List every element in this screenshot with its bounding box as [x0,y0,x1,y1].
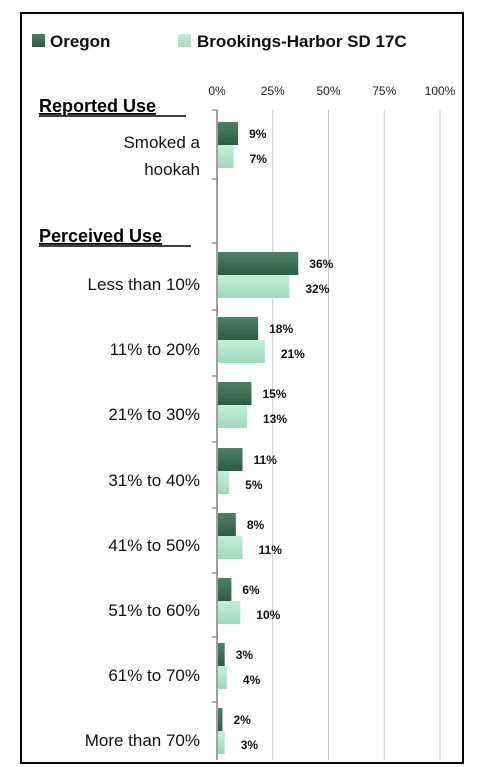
section-label: Perceived Use [39,226,162,246]
data-label-district: 3% [241,738,259,752]
bar-oregon [218,578,232,601]
data-label-oregon: 11% [254,453,278,467]
category-label: hookah [144,160,200,179]
x-tick-label: 75% [372,84,396,98]
data-label-district: 11% [259,543,283,557]
bar-oregon [218,382,252,405]
bar-oregon [218,122,239,145]
category-label: 11% to 20% [110,340,200,359]
category-label: Smoked a [123,133,200,152]
x-tick-label: 25% [261,84,285,98]
data-label-oregon: 6% [242,583,260,597]
data-label-district: 7% [250,152,268,166]
data-label-district: 13% [263,412,287,426]
x-tick-label: 50% [316,84,340,98]
data-label-district: 5% [245,478,263,492]
bar-district [218,471,230,494]
category-label: 31% to 40% [108,471,200,490]
x-tick-label: 100% [425,84,456,98]
bar-chart: Oregon Brookings-Harbor SD 17C 0% 25% 50% 75%… [32,32,456,760]
category-label: 51% to 60% [108,601,200,620]
data-label-district: 32% [305,282,329,296]
x-tick-label: 0% [208,84,226,98]
bar-oregon [218,448,243,471]
bar-oregon [218,708,223,731]
bar-district [218,275,290,298]
bar-district [218,405,247,428]
data-label-oregon: 3% [236,648,254,662]
bar-district [218,145,234,168]
category-label: Less than 10% [88,275,200,294]
section-label: Reported Use [39,96,156,116]
data-label-oregon: 15% [262,387,286,401]
bar-district [218,340,265,363]
legend-label-district: Brookings-Harbor SD 17C [197,32,407,51]
data-label-oregon: 36% [309,257,333,271]
bar-district [218,731,225,754]
legend-swatch-district [178,34,191,47]
bar-district [218,536,243,559]
category-label: More than 70% [85,731,200,750]
data-label-oregon: 9% [249,127,267,141]
category-label: 21% to 30% [108,405,200,424]
bar-oregon [218,317,259,340]
bar-district [218,601,241,624]
data-label-oregon: 2% [233,713,251,727]
legend-swatch-oregon [32,34,45,47]
category-label: 41% to 50% [108,536,200,555]
legend-label-oregon: Oregon [50,32,110,51]
bar-oregon [218,252,299,275]
data-label-oregon: 8% [247,518,265,532]
category-label: 61% to 70% [108,666,200,685]
data-label-oregon: 18% [269,322,293,336]
bar-district [218,666,227,689]
bar-oregon [218,513,236,536]
bar-oregon [218,643,225,666]
data-label-district: 21% [281,347,305,361]
data-label-district: 4% [243,673,261,687]
chart-frame: Oregon Brookings-Harbor SD 17C 0% 25% 50% 75%… [20,12,464,764]
data-label-district: 10% [256,608,280,622]
